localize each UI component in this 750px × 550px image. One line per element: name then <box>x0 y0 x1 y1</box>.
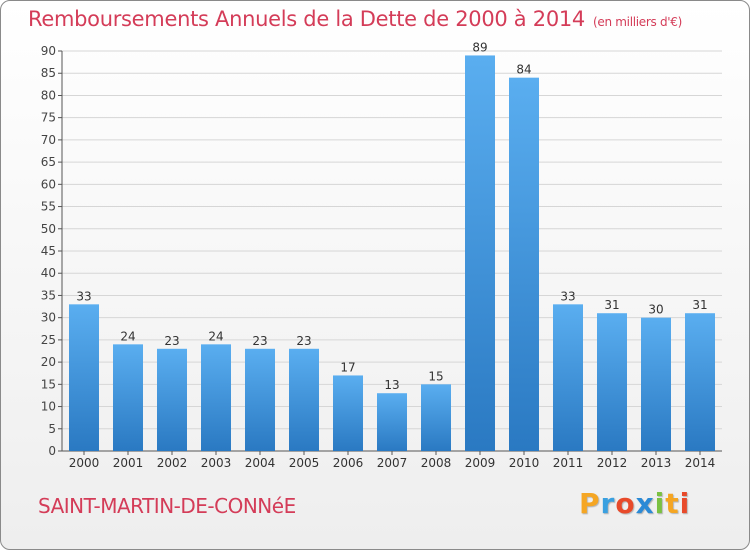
y-tick-label: 70 <box>41 133 56 147</box>
value-label-2005: 23 <box>296 334 311 348</box>
logo-letter: t <box>665 487 680 520</box>
value-label-2004: 23 <box>252 334 267 348</box>
logo-letter: x <box>635 487 655 520</box>
x-tick-label-2005: 2005 <box>289 456 320 470</box>
y-tick-label: 40 <box>41 266 56 280</box>
bar-2012 <box>597 313 627 451</box>
bar-2007 <box>377 393 407 451</box>
labels: 0 5 10 15 20 25 30 35 40 45 50 55 60 65 70 75 80 85 90 33 20… <box>41 40 716 470</box>
value-label-2001: 24 <box>120 329 135 343</box>
chart-title: Remboursements Annuels de la Dette de 20… <box>28 7 682 31</box>
bar-2000 <box>69 304 99 451</box>
logo-letter: o <box>615 487 636 520</box>
bar-2008 <box>421 384 451 451</box>
chart-title-text: Remboursements Annuels de la Dette de 20… <box>28 7 585 31</box>
y-tick-label: 30 <box>41 311 56 325</box>
value-label-2007: 13 <box>384 378 399 392</box>
bar-2001 <box>113 344 143 451</box>
y-tick-label: 20 <box>41 355 56 369</box>
y-tick-label: 35 <box>41 288 56 302</box>
x-tick-label-2008: 2008 <box>421 456 452 470</box>
x-tick-label-2004: 2004 <box>245 456 276 470</box>
x-tick-label-2011: 2011 <box>553 456 584 470</box>
y-tick-label: 65 <box>41 155 56 169</box>
y-tick-label: 10 <box>41 400 56 414</box>
y-tick-label: 45 <box>41 244 56 258</box>
x-tick-label-2000: 2000 <box>69 456 100 470</box>
logo-letter: r <box>600 487 616 520</box>
x-tick-label-2009: 2009 <box>465 456 496 470</box>
value-label-2011: 33 <box>560 289 575 303</box>
x-tick-label-2001: 2001 <box>113 456 144 470</box>
bar-2010 <box>509 77 539 452</box>
x-tick-label-2007: 2007 <box>377 456 408 470</box>
bar-2005 <box>289 348 319 451</box>
chart-unit-label: (en milliers d'€) <box>593 15 683 29</box>
y-tick-label: 15 <box>41 377 56 391</box>
y-tick-label: 85 <box>41 66 56 80</box>
y-tick-label: 60 <box>41 177 56 191</box>
y-tick-label: 80 <box>41 88 56 102</box>
value-label-2000: 33 <box>76 289 91 303</box>
y-tick-label: 90 <box>41 44 56 58</box>
x-tick-label-2014: 2014 <box>685 456 716 470</box>
value-label-2010: 84 <box>516 63 531 77</box>
value-label-2009: 89 <box>472 40 487 54</box>
y-tick-label: 55 <box>41 200 56 214</box>
value-label-2014: 31 <box>692 298 707 312</box>
bar-2014 <box>685 313 715 451</box>
logo-letter: i <box>654 487 666 520</box>
bar-2011 <box>553 304 583 451</box>
y-tick-label: 75 <box>41 111 56 125</box>
x-tick-label-2013: 2013 <box>641 456 672 470</box>
commune-name: SAINT-MARTIN-DE-CONNéE <box>38 494 296 518</box>
value-label-2006: 17 <box>340 360 355 374</box>
bar-2013 <box>641 317 671 451</box>
bars <box>69 55 715 452</box>
y-tick-label: 50 <box>41 222 56 236</box>
y-tick-label: 0 <box>48 444 56 458</box>
x-tick-label-2003: 2003 <box>201 456 232 470</box>
x-tick-label-2002: 2002 <box>157 456 188 470</box>
bar-2006 <box>333 375 363 451</box>
proxiti-logo: Proxiti <box>579 487 690 520</box>
bar-2009 <box>465 55 495 451</box>
bar-2003 <box>201 344 231 451</box>
value-label-2003: 24 <box>208 329 223 343</box>
logo-letter: P <box>579 487 601 520</box>
y-tick-label: 5 <box>48 422 56 436</box>
x-tick-label-2012: 2012 <box>597 456 628 470</box>
value-label-2008: 15 <box>428 369 443 383</box>
value-label-2013: 30 <box>648 303 663 317</box>
value-label-2002: 23 <box>164 334 179 348</box>
y-tick-label: 25 <box>41 333 56 347</box>
bar-2002 <box>157 348 187 451</box>
x-tick-label-2006: 2006 <box>333 456 364 470</box>
value-label-2012: 31 <box>604 298 619 312</box>
bar-2004 <box>245 348 275 451</box>
logo-letter: i <box>679 487 691 520</box>
x-tick-label-2010: 2010 <box>509 456 540 470</box>
